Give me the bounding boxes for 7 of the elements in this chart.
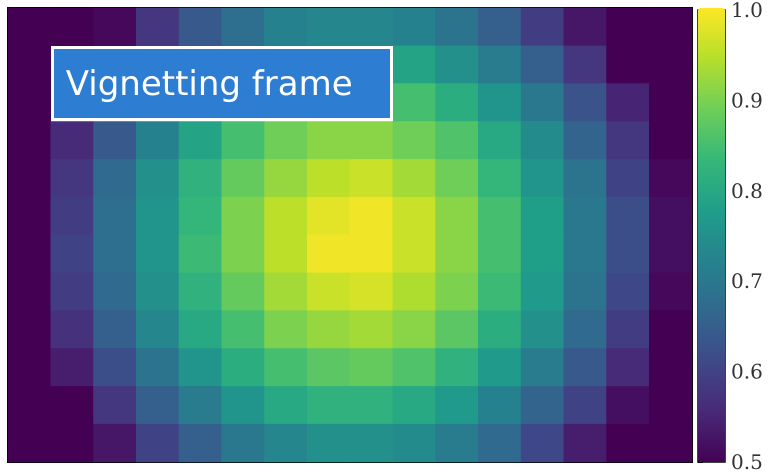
color-bar-label: 0.5 (731, 450, 763, 474)
color-bar-label: 0.6 (731, 360, 763, 384)
color-bar-label: 0.7 (731, 269, 763, 294)
color-bar-label: 0.8 (731, 178, 763, 203)
color-bar-label: 0.9 (731, 88, 763, 112)
text: Vignetting frame (50, 46, 393, 122)
color-bar-label: 1.0 (731, 0, 763, 22)
